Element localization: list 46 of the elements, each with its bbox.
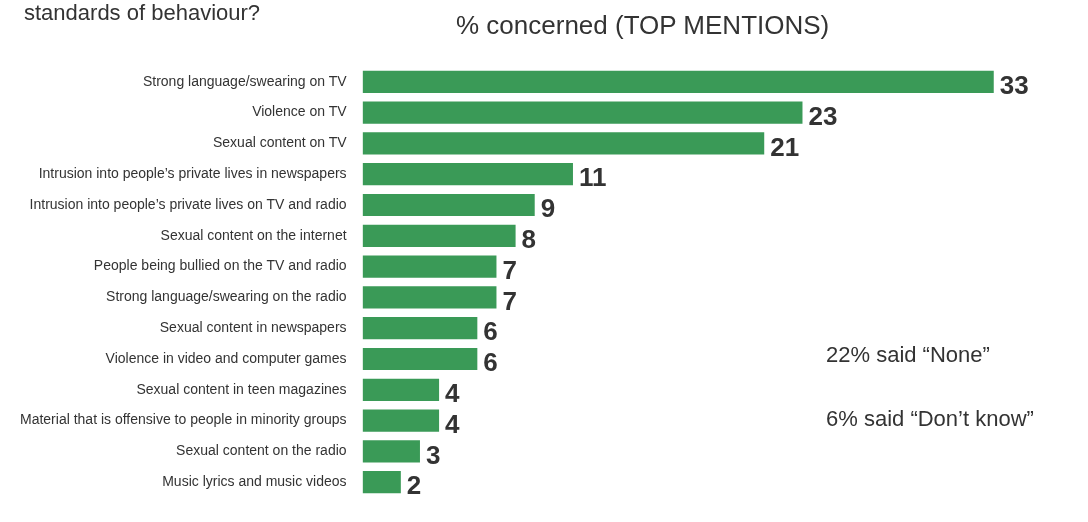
y-tick-label: Intrusion into people’s private lives in newspapers xyxy=(38,165,347,182)
bar xyxy=(362,440,420,463)
data-label: 4 xyxy=(445,377,461,408)
data-label: 21 xyxy=(770,131,800,162)
bar xyxy=(362,317,478,340)
bar xyxy=(362,101,803,124)
bar xyxy=(362,132,765,155)
data-label: 33 xyxy=(999,69,1029,100)
bar xyxy=(362,378,440,401)
bar xyxy=(362,224,516,247)
data-label: 6 xyxy=(483,347,498,378)
y-tick-label: Violence on TV xyxy=(252,103,348,120)
y-tick-label: Violence in video and computer games xyxy=(105,349,347,366)
data-label: 7 xyxy=(502,285,517,316)
bar xyxy=(362,193,535,217)
y-tick-label: Material that is offensive to people in minority groups xyxy=(19,411,347,428)
data-label: 9 xyxy=(540,193,556,224)
y-tick-label: Intrusion into people’s private lives on TV and radio xyxy=(29,195,347,212)
bar xyxy=(362,255,497,278)
y-tick-label: Sexual content on TV xyxy=(212,134,348,151)
y-tick-label: Music lyrics and music videos xyxy=(162,473,347,490)
annotation: 22% said “None” xyxy=(826,342,990,368)
data-label: 8 xyxy=(521,223,537,254)
chart-subtitle: % concerned (TOP MENTIONS) xyxy=(456,10,830,41)
bar xyxy=(362,409,440,432)
bar xyxy=(362,347,478,371)
y-tick-label: Sexual content on the radio xyxy=(176,442,347,459)
y-tick-label: Sexual content in newspapers xyxy=(159,319,347,336)
data-label: 11 xyxy=(578,162,607,193)
data-label: 23 xyxy=(808,100,838,131)
data-label: 6 xyxy=(483,316,498,347)
y-tick-label: Sexual content on the internet xyxy=(160,226,347,243)
data-label: 4 xyxy=(445,408,461,439)
y-tick-label: Strong language/swearing on TV xyxy=(142,72,348,89)
bar xyxy=(362,163,573,186)
y-tick-label: People being bullied on the TV and radio xyxy=(93,257,347,274)
bar xyxy=(362,70,994,93)
data-label: 2 xyxy=(406,470,422,501)
data-label: 3 xyxy=(425,439,441,470)
bar xyxy=(362,286,497,309)
y-tick-label: Strong language/swearing on the radio xyxy=(106,288,347,305)
text: standards of behaviour? xyxy=(24,0,261,26)
bar xyxy=(362,471,401,494)
annotation: 6% said “Don’t know” xyxy=(826,406,1034,432)
data-label: 7 xyxy=(502,254,517,285)
y-tick-label: Sexual content in teen magazines xyxy=(136,380,347,397)
